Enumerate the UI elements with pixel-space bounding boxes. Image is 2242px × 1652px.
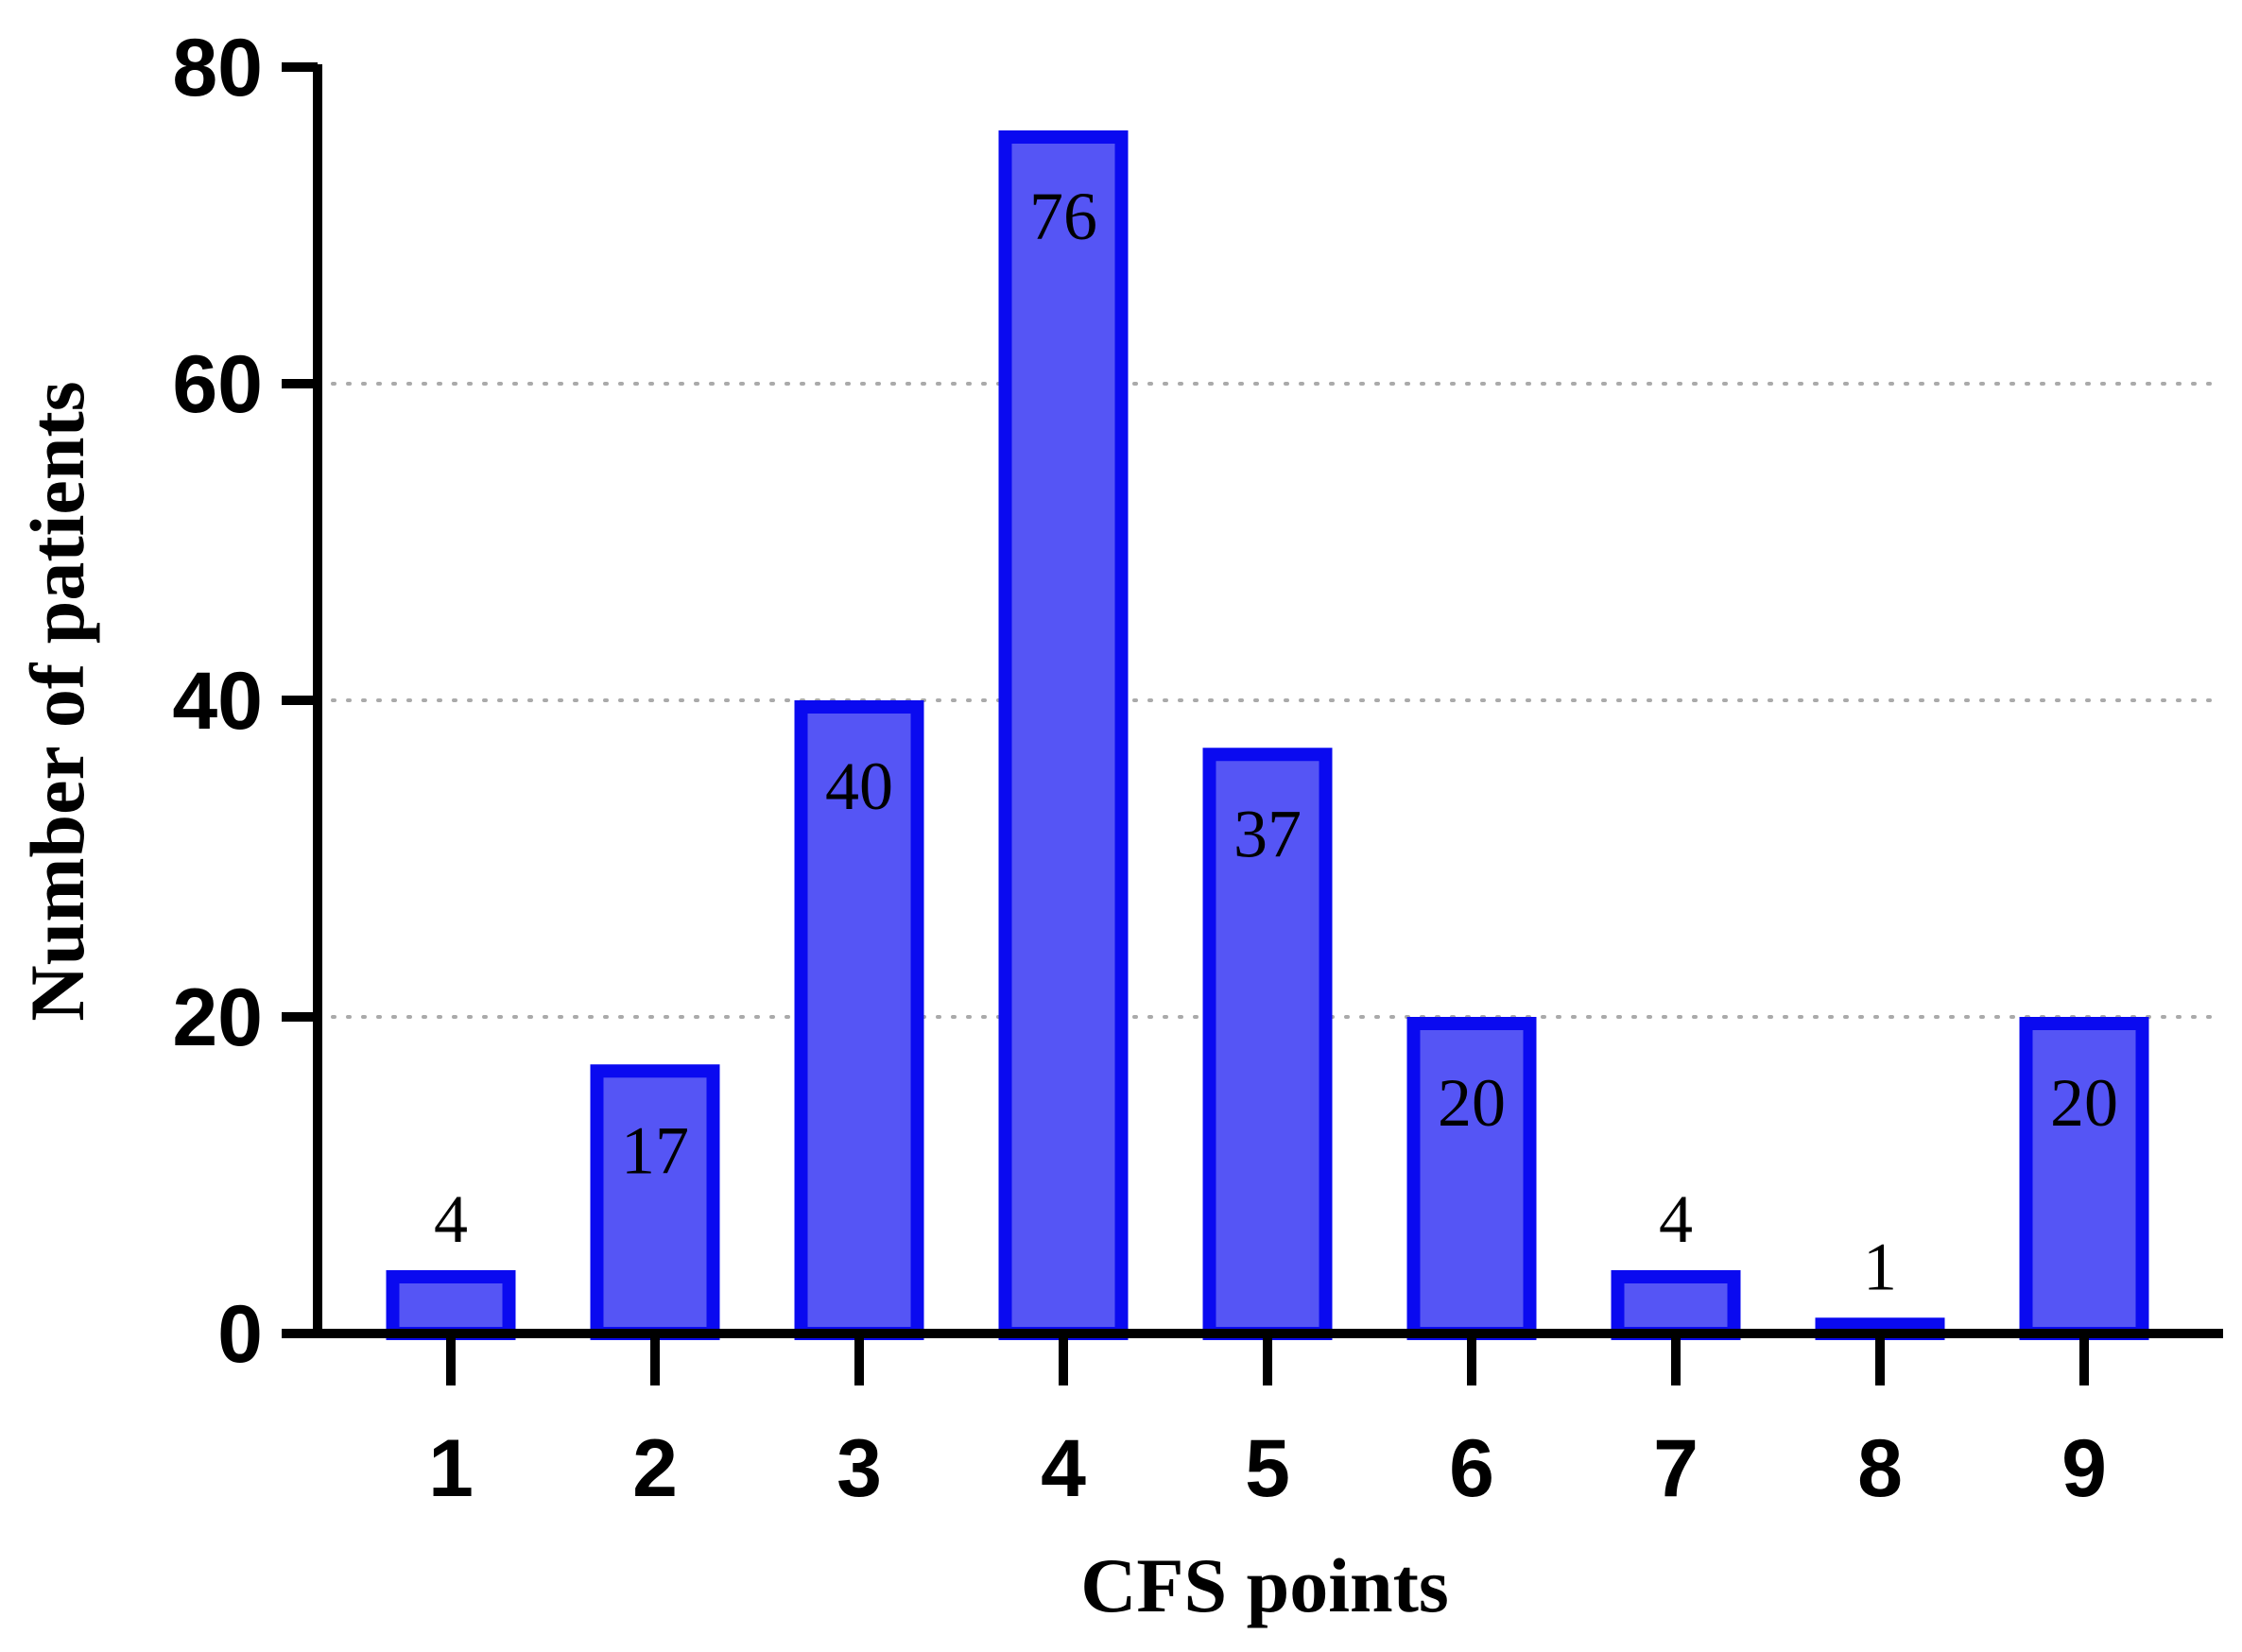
data-label-7: 4 [1659,1181,1693,1257]
x-tick-label-4: 4 [1041,1423,1086,1514]
bar-1 [386,1270,516,1340]
y-tick-label-40: 40 [172,656,263,747]
y-axis-title: Number of patients [14,381,100,1021]
data-labels: 4 17 40 76 37 20 4 1 20 [434,179,2118,1304]
x-tick-label-9: 9 [2061,1423,2107,1514]
x-tick-label-1: 1 [428,1423,474,1514]
data-label-9: 20 [2050,1065,2118,1141]
bar-3 [794,700,924,1340]
data-label-2: 17 [621,1112,689,1188]
x-tick-label-5: 5 [1245,1423,1290,1514]
y-tick-label-60: 60 [172,339,263,430]
data-label-1: 4 [434,1181,468,1257]
x-axis-ticks: 1 2 3 4 5 6 7 8 9 [428,1334,2107,1514]
bar-7 [1611,1270,1741,1340]
x-tick-label-3: 3 [836,1423,882,1514]
y-tick-label-80: 80 [172,23,263,113]
data-label-3: 40 [825,749,893,824]
x-axis-title: CFS points [1080,1542,1449,1628]
bar-2 [590,1064,720,1340]
data-label-4: 76 [1029,179,1097,254]
x-tick-label-6: 6 [1449,1423,1494,1514]
bars [386,130,2149,1340]
y-axis-ticks: 0 20 40 60 80 [172,23,318,1380]
data-label-6: 20 [1438,1065,1506,1141]
x-tick-label-2: 2 [632,1423,678,1514]
x-tick-label-8: 8 [1857,1423,1903,1514]
x-tick-label-7: 7 [1653,1423,1699,1514]
bar-4 [998,130,1129,1340]
data-label-8: 1 [1863,1229,1897,1304]
y-tick-label-0: 0 [217,1289,263,1380]
data-label-5: 37 [1233,796,1302,871]
y-tick-label-20: 20 [172,972,263,1063]
